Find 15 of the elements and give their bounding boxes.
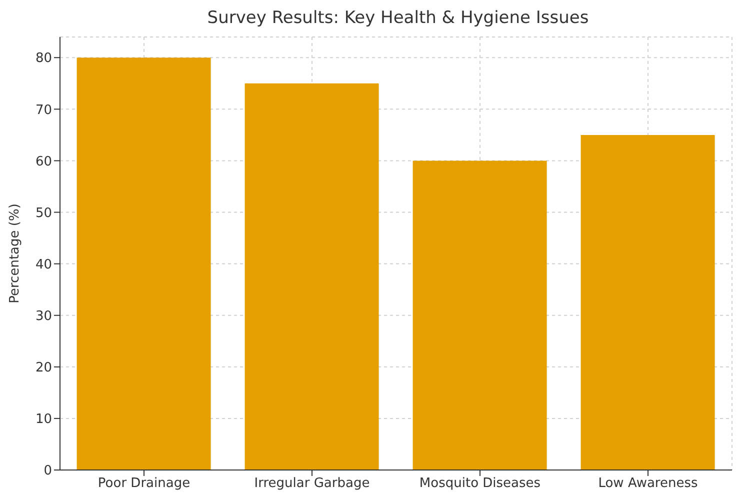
- y-tick-label: 0: [44, 464, 52, 479]
- x-tick-label: Irregular Garbage: [254, 476, 370, 492]
- x-tick-label: Low Awareness: [598, 476, 698, 492]
- y-tick-label: 50: [35, 206, 52, 221]
- chart-title: Survey Results: Key Health & Hygiene Issues: [206, 8, 590, 28]
- y-tick-label: 40: [35, 257, 52, 272]
- x-tick-label: Poor Drainage: [98, 476, 190, 492]
- x-tick-label: Mosquito Diseases: [419, 476, 541, 492]
- y-tick-label: 60: [35, 154, 52, 170]
- y-tick-label: 30: [35, 308, 52, 324]
- y-tick-label: 80: [35, 51, 52, 66]
- y-tick-label: 20: [35, 360, 52, 376]
- y-tick-label: 70: [35, 102, 52, 118]
- y-tick-label: 10: [35, 412, 52, 428]
- y-axis-title: Percentage (%): [8, 204, 23, 304]
